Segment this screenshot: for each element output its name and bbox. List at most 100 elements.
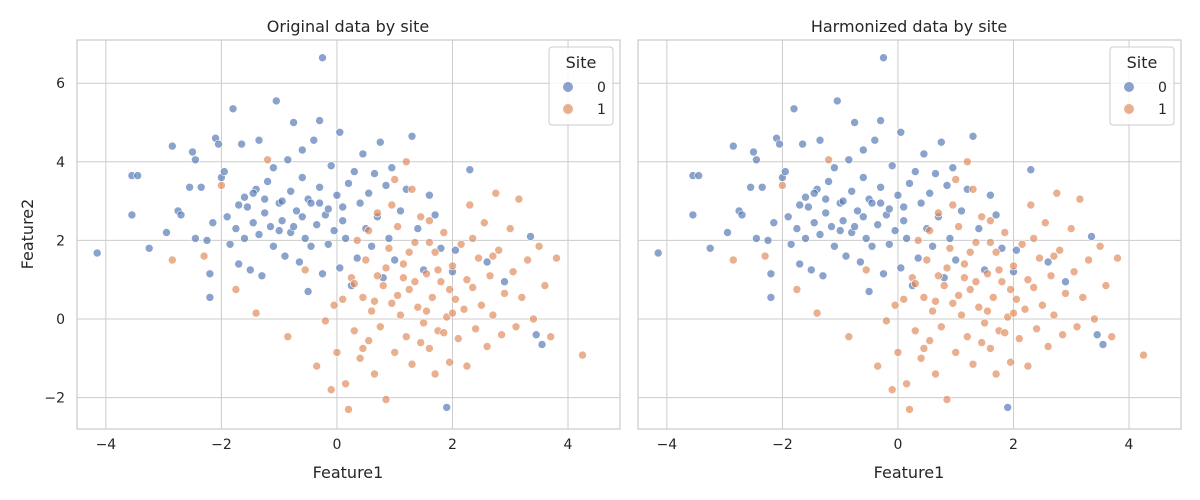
scatter-point-site-0	[809, 218, 819, 227]
x-axis-label-original: Feature1	[313, 463, 384, 482]
scatter-point-site-0	[887, 161, 897, 170]
scatter-point-site-1	[451, 294, 460, 304]
scatter-point-site-1	[1072, 322, 1082, 332]
scatter-point-site-0	[746, 183, 755, 192]
scatter-point-site-0	[884, 204, 894, 214]
scatter-point-site-1	[960, 259, 969, 269]
scatter-point-site-1	[1009, 308, 1018, 318]
scatter-point-site-0	[222, 212, 232, 222]
scatter-point-site-0	[925, 188, 935, 198]
scatter-point-site-1	[1009, 261, 1018, 271]
scatter-point-site-1	[1139, 350, 1148, 360]
scatter-point-site-0	[202, 236, 212, 245]
scatter-point-site-0	[300, 234, 310, 243]
scatter-point-site-1	[887, 385, 897, 395]
scatter-point-site-1	[283, 332, 293, 342]
scatter-point-site-0	[968, 132, 978, 141]
scatter-point-site-1	[1095, 242, 1105, 251]
scatter-point-site-1	[508, 267, 518, 277]
scatter-point-site-0	[326, 161, 336, 170]
scatter-point-site-0	[991, 210, 1001, 220]
scatter-point-site-1	[1107, 332, 1116, 342]
scatter-point-site-1	[931, 369, 940, 379]
scatter-point-site-1	[980, 318, 989, 328]
scatter-point-site-1	[1029, 283, 1038, 292]
scatter-point-site-1	[399, 259, 408, 269]
scatter-point-site-0	[850, 118, 859, 127]
scatter-point-site-0	[280, 251, 290, 261]
scatter-point-site-0	[853, 206, 862, 216]
y-tick-label: 0	[56, 312, 65, 328]
scatter-point-site-0	[266, 222, 275, 231]
scatter-point-site-1	[399, 273, 408, 283]
scatter-point-site-0	[821, 194, 831, 204]
legend-label-site-0: 0	[1158, 80, 1167, 96]
scatter-point-site-1	[983, 306, 992, 316]
scatter-point-site-0	[269, 163, 278, 172]
scatter-point-site-1	[497, 330, 506, 340]
scatter-point-site-0	[1098, 340, 1108, 349]
scatter-point-site-1	[986, 216, 995, 225]
scatter-point-site-1	[358, 293, 368, 302]
scatter-point-site-0	[723, 228, 732, 237]
scatter-point-site-1	[231, 285, 241, 294]
scatter-point-site-1	[168, 255, 177, 265]
scatter-point-site-0	[830, 163, 839, 172]
scatter-point-site-0	[916, 198, 926, 208]
scatter-point-site-1	[778, 181, 787, 190]
scatter-point-site-1	[393, 222, 402, 231]
scatter-point-site-1	[361, 255, 371, 265]
scatter-point-site-1	[965, 247, 975, 257]
scatter-point-site-1	[1058, 330, 1067, 340]
scatter-point-site-0	[260, 194, 270, 204]
scatter-point-site-1	[445, 357, 454, 367]
scatter-point-site-1	[977, 338, 987, 347]
scatter-point-site-0	[757, 183, 767, 192]
scatter-point-site-1	[824, 155, 833, 165]
scatter-point-site-0	[537, 340, 547, 349]
scatter-point-site-1	[552, 253, 561, 263]
scatter-point-site-0	[318, 53, 327, 63]
scatter-point-site-0	[240, 234, 249, 243]
scatter-point-site-1	[370, 296, 379, 306]
y-tick-label: 2	[56, 233, 65, 249]
scatter-point-site-1	[1023, 361, 1033, 371]
scatter-point-site-0	[425, 190, 434, 200]
scatter-point-site-0	[384, 234, 394, 243]
scatter-point-site-0	[248, 218, 258, 227]
scatter-point-site-1	[474, 253, 483, 263]
scatter-point-site-1	[251, 308, 261, 318]
y-axis-label-original: Feature2	[18, 199, 37, 270]
scatter-point-site-1	[378, 281, 388, 290]
scatter-point-site-1	[1101, 281, 1111, 290]
scatter-point-site-0	[185, 183, 194, 192]
scatter-point-site-0	[260, 208, 270, 218]
scatter-point-site-0	[228, 104, 238, 114]
scatter-point-site-0	[289, 118, 298, 127]
scatter-point-site-1	[951, 348, 961, 357]
scatter-point-site-0	[231, 224, 241, 233]
scatter-point-site-1	[578, 350, 587, 360]
scatter-point-site-0	[329, 226, 339, 235]
scatter-point-site-1	[436, 277, 446, 287]
scatter-point-site-1	[427, 293, 437, 302]
scatter-point-site-0	[254, 135, 264, 145]
scatter-point-site-0	[838, 196, 848, 206]
scatter-point-site-0	[798, 139, 807, 149]
scatter-point-site-0	[234, 259, 243, 269]
scatter-point-site-0	[893, 190, 903, 200]
scatter-point-site-1	[991, 369, 1001, 379]
scatter-point-site-0	[286, 187, 296, 196]
scatter-point-site-1	[355, 353, 365, 363]
scatter-point-site-1	[910, 279, 920, 288]
scatter-point-site-1	[960, 273, 969, 283]
scatter-point-site-1	[456, 240, 466, 249]
scatter-point-site-0	[867, 198, 877, 208]
scatter-point-site-0	[653, 248, 663, 258]
scatter-point-site-0	[948, 163, 958, 172]
legend-label-site-0: 0	[597, 80, 606, 96]
scatter-point-site-1	[517, 293, 527, 302]
scatter-point-site-0	[269, 242, 278, 251]
scatter-point-site-0	[338, 202, 348, 212]
scatter-point-site-1	[300, 265, 310, 275]
